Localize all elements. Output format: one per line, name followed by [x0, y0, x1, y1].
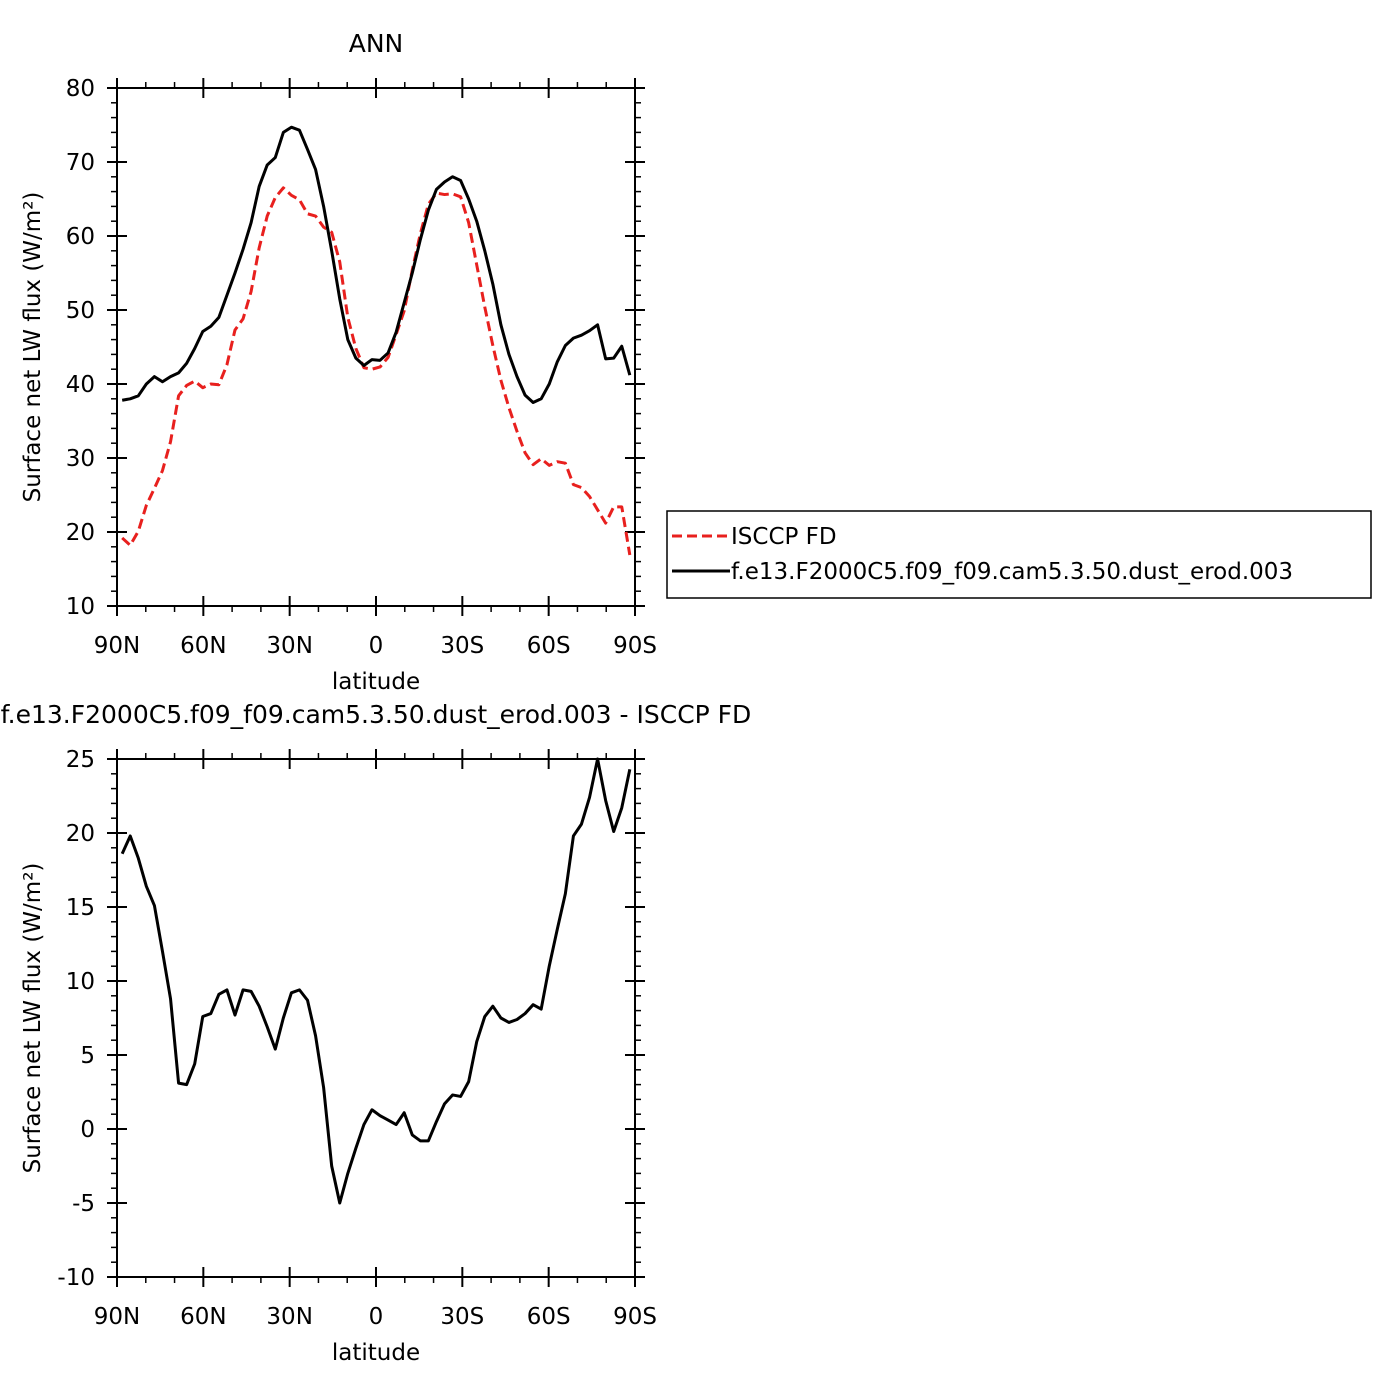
x-axis-label: latitude [332, 669, 420, 695]
y-tick-label: 80 [66, 76, 95, 102]
x-tick-label: 60N [180, 1304, 226, 1330]
y-tick-label: 60 [66, 224, 95, 250]
data-line [121, 186, 632, 556]
x-tick-label: 90S [613, 633, 657, 659]
y-tick-label: 10 [66, 594, 95, 620]
x-tick-label: 0 [369, 1304, 384, 1330]
y-tick-label: 10 [66, 969, 95, 995]
y-tick-label: -5 [72, 1191, 95, 1217]
y-tick-label: 30 [66, 446, 95, 472]
y-axis-label: Surface net LW flux (W/m²) [20, 863, 46, 1174]
chart-title: f.e13.F2000C5.f09_f09.cam5.3.50.dust_ero… [1, 700, 752, 729]
x-tick-label: 90S [613, 1304, 657, 1330]
y-axis-label: Surface net LW flux (W/m²) [20, 192, 46, 503]
y-tick-label: 20 [66, 520, 95, 546]
x-tick-label: 30N [266, 633, 312, 659]
legend-box [666, 510, 1372, 599]
y-tick-label: 0 [80, 1117, 95, 1143]
data-line [121, 125, 632, 404]
x-axis-label: latitude [332, 1340, 420, 1366]
x-tick-label: 30S [440, 1304, 484, 1330]
y-tick-label: 25 [66, 747, 95, 773]
data-line [120, 757, 632, 1205]
chart-title: ANN [349, 29, 404, 58]
y-tick-label: 20 [66, 821, 95, 847]
plot-frame [116, 758, 636, 1278]
y-tick-label: 70 [66, 150, 95, 176]
y-tick-label: 50 [66, 298, 95, 324]
x-tick-label: 90N [94, 1304, 140, 1330]
y-tick-label: 15 [66, 895, 95, 921]
x-tick-label: 60N [180, 633, 226, 659]
x-tick-label: 30N [266, 1304, 312, 1330]
y-tick-label: 5 [80, 1043, 95, 1069]
x-tick-label: 60S [527, 633, 571, 659]
x-tick-label: 60S [527, 1304, 571, 1330]
y-tick-label: 40 [66, 372, 95, 398]
y-tick-label: -10 [57, 1265, 95, 1291]
x-tick-label: 30S [440, 633, 484, 659]
x-tick-label: 0 [369, 633, 384, 659]
legend-label: ISCCP FD [731, 524, 837, 550]
legend-label: f.e13.F2000C5.f09_f09.cam5.3.50.dust_ero… [731, 559, 1293, 585]
x-tick-label: 90N [94, 633, 140, 659]
